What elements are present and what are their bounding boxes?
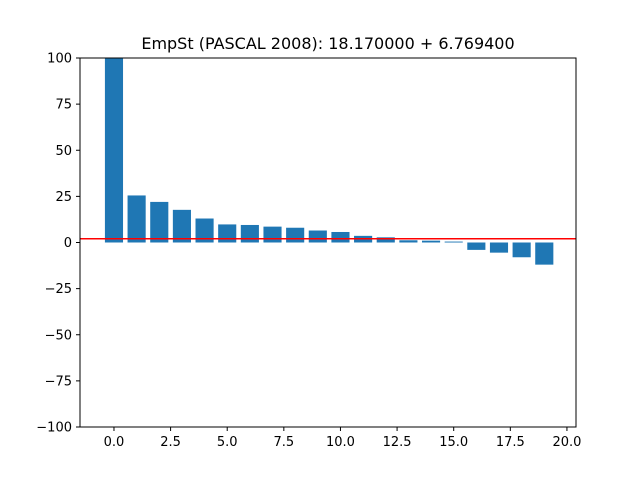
x-tick-label: 2.5 xyxy=(160,435,181,450)
x-tick-label: 0.0 xyxy=(104,435,125,450)
x-tick-label: 12.5 xyxy=(383,435,412,450)
y-tick-label: 25 xyxy=(55,190,72,205)
bar-16 xyxy=(467,242,486,250)
y-tick-label: 75 xyxy=(55,98,72,113)
y-tick-label: −25 xyxy=(45,282,72,297)
bar-8 xyxy=(286,227,305,243)
bar-6 xyxy=(240,224,259,243)
bars-group xyxy=(104,58,554,265)
y-tick-label: −50 xyxy=(45,328,72,343)
x-tick-label: 20.0 xyxy=(552,435,581,450)
bar-0 xyxy=(104,58,124,243)
bar-4 xyxy=(195,218,214,243)
bar-5 xyxy=(218,224,237,243)
bar-15 xyxy=(444,241,463,243)
y-axis-ticks: 100 75 50 25 0 −25 −50 −75 −100 xyxy=(36,52,80,436)
x-tick-label: 15.0 xyxy=(439,435,468,450)
chart-title: EmpSt (PASCAL 2008): 18.170000 + 6.76940… xyxy=(141,34,514,53)
x-tick-label: 17.5 xyxy=(496,435,525,450)
bar-19 xyxy=(535,242,554,265)
bar-1 xyxy=(127,195,146,243)
y-tick-label: 50 xyxy=(55,144,72,159)
x-tick-label: 5.0 xyxy=(217,435,238,450)
x-tick-label: 10.0 xyxy=(326,435,355,450)
bar-7 xyxy=(263,226,282,243)
y-tick-label: −100 xyxy=(36,421,72,436)
bar-13 xyxy=(399,240,418,243)
x-axis-ticks: 0.0 2.5 5.0 7.5 10.0 12.5 15.0 17.5 20.0 xyxy=(104,427,581,450)
bar-18 xyxy=(512,242,531,258)
y-tick-label: 100 xyxy=(47,52,72,67)
bar-17 xyxy=(489,242,509,253)
bar-14 xyxy=(421,240,441,243)
bar-10 xyxy=(331,231,350,243)
y-tick-label: −75 xyxy=(45,374,72,389)
y-tick-label: 0 xyxy=(64,236,72,251)
bar-2 xyxy=(150,201,169,243)
bar-3 xyxy=(172,209,191,243)
x-tick-label: 7.5 xyxy=(273,435,294,450)
bar-9 xyxy=(308,230,327,243)
bar-12 xyxy=(376,237,395,243)
